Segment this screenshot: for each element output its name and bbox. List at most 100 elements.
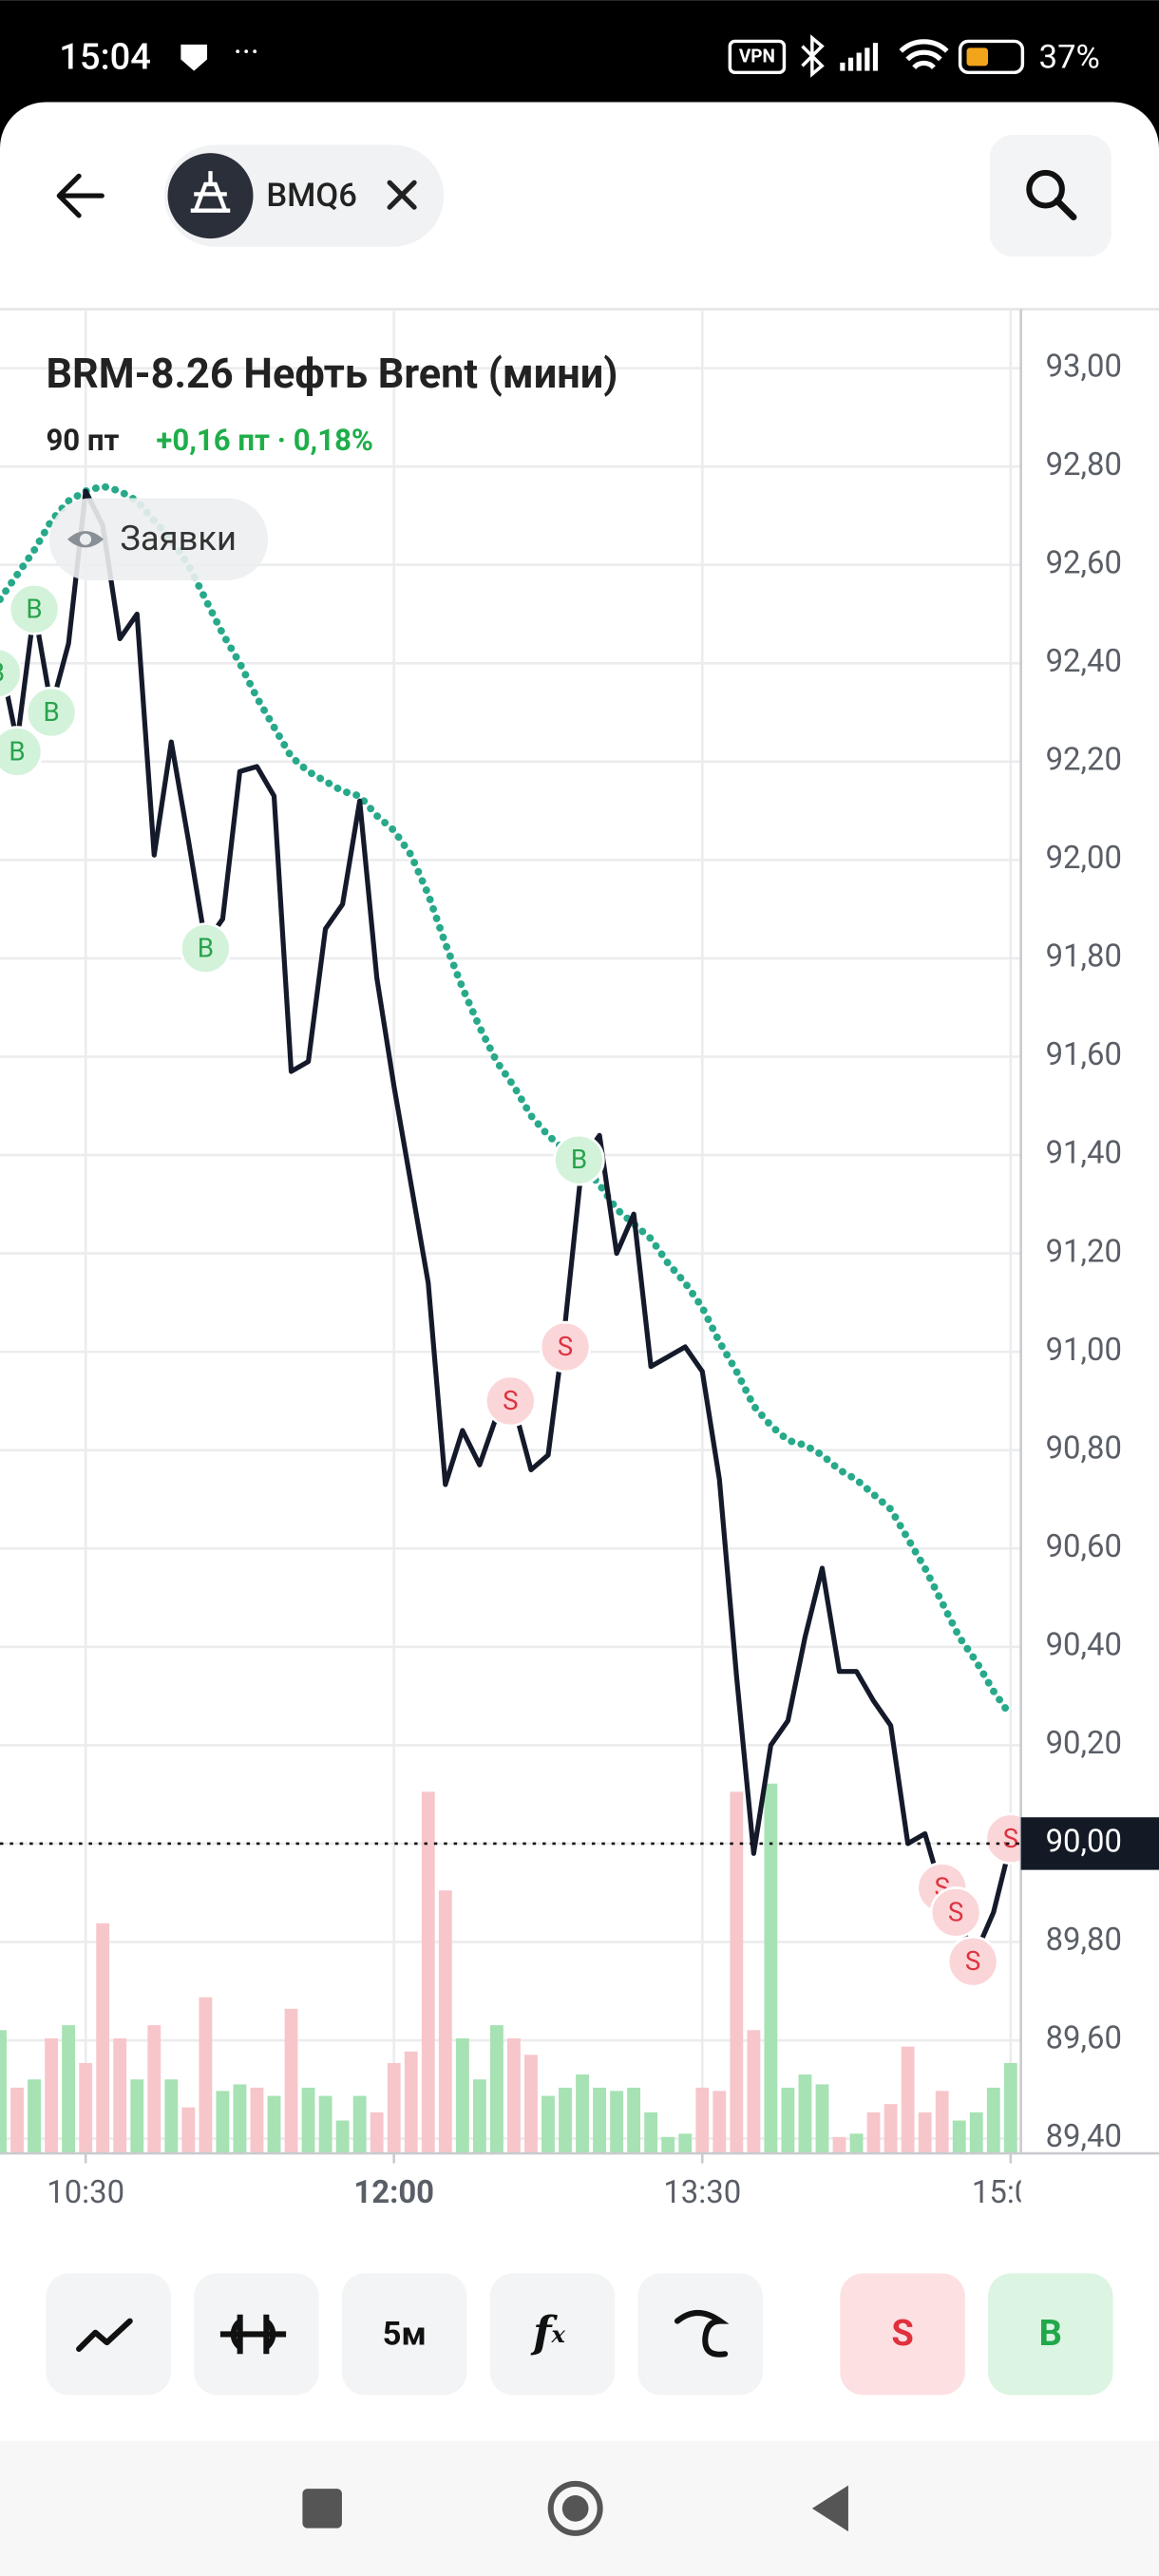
volume-bar bbox=[935, 2091, 949, 2154]
change: +0,16 пт · 0,18% bbox=[156, 423, 373, 458]
volume-bar bbox=[661, 2136, 675, 2154]
indicators-button[interactable] bbox=[489, 2273, 616, 2396]
x-tick-label: 15:00 bbox=[972, 2175, 1050, 2211]
volume-bar bbox=[96, 1923, 110, 2154]
shield-icon bbox=[180, 44, 208, 71]
volume-bar bbox=[507, 2037, 521, 2154]
line-icon bbox=[76, 2318, 133, 2353]
orders-chip[interactable] bbox=[48, 498, 269, 581]
volume-bar bbox=[335, 2120, 350, 2154]
back-button[interactable] bbox=[56, 173, 104, 218]
volume-bar bbox=[695, 2087, 710, 2154]
y-tick-label: 91,80 bbox=[1046, 939, 1122, 975]
volume-bar bbox=[952, 2120, 966, 2154]
volume-bar bbox=[986, 2087, 1000, 2154]
y-tick-label: 92,20 bbox=[1046, 743, 1122, 779]
signal-icon bbox=[840, 43, 879, 71]
volume-bar bbox=[884, 2104, 898, 2154]
trade-marker-label: B bbox=[198, 933, 214, 964]
ticker-name: BMQ6 bbox=[266, 177, 357, 215]
last-price-label: 90,00 bbox=[1046, 1825, 1122, 1861]
x-tick-label: 13:30 bbox=[663, 2175, 741, 2211]
trade-marker bbox=[539, 1320, 592, 1373]
trade-marker bbox=[0, 726, 44, 778]
volume-bar bbox=[130, 2079, 144, 2154]
trade-marker-label: B bbox=[43, 696, 59, 728]
draw-button[interactable] bbox=[637, 2273, 763, 2396]
volume-bar bbox=[593, 2087, 607, 2154]
trade-marker bbox=[180, 922, 232, 975]
volume-bar bbox=[113, 2037, 127, 2154]
trade-marker bbox=[946, 1935, 999, 1988]
chart: BBBBBBSSSSSS89,4089,6089,8090,0090,2090,… bbox=[0, 309, 1159, 2211]
volume-bar bbox=[576, 2074, 589, 2154]
y-tick-label: 91,20 bbox=[1046, 1234, 1122, 1270]
nav-home-dot bbox=[561, 2495, 589, 2522]
trade-marker-label: S bbox=[1003, 1823, 1018, 1854]
compare-icon bbox=[219, 2314, 287, 2355]
volume-bar bbox=[712, 2091, 727, 2154]
nav-home[interactable] bbox=[547, 2480, 603, 2536]
volume-bar bbox=[542, 2095, 555, 2154]
y-tick-label: 91,40 bbox=[1046, 1136, 1122, 1172]
volume-bar bbox=[216, 2091, 230, 2154]
volume-bar bbox=[199, 1997, 213, 2154]
buy-button[interactable] bbox=[988, 2273, 1113, 2396]
points: 90 пт bbox=[46, 423, 119, 458]
chart-title: BRM-8.26 Нефть Brent (мини) bbox=[46, 350, 618, 398]
close-ticker[interactable] bbox=[387, 180, 417, 210]
trade-marker-label: B bbox=[26, 593, 42, 624]
trade-marker-label: B bbox=[0, 657, 5, 689]
trade-marker-label: S bbox=[503, 1385, 518, 1416]
volume-bar bbox=[832, 2136, 846, 2154]
nav-back[interactable] bbox=[811, 2485, 848, 2532]
volume-bar bbox=[489, 2025, 504, 2154]
volume-bar bbox=[267, 2095, 281, 2154]
volume-bar bbox=[250, 2087, 264, 2154]
trade-marker-label: S bbox=[965, 1945, 980, 1977]
x-axis-labels: 10:30 12:00 13:30 15:00 bbox=[47, 2175, 1050, 2211]
y-tick-label: 93,00 bbox=[1046, 349, 1122, 385]
x-tick-label: 10:30 bbox=[47, 2175, 124, 2211]
trade-marker-label: B bbox=[571, 1144, 587, 1175]
last-price-box bbox=[1020, 1817, 1159, 1870]
battery-level bbox=[966, 47, 989, 66]
nav-recent[interactable] bbox=[302, 2489, 342, 2529]
volume-bar bbox=[781, 2087, 795, 2154]
y-tick-label: 89,80 bbox=[1046, 1923, 1122, 1959]
y-tick-label: 92,80 bbox=[1046, 447, 1122, 483]
volume-bar bbox=[901, 2046, 915, 2154]
volume-bar bbox=[815, 2084, 829, 2154]
volume-bar bbox=[421, 1791, 435, 2154]
volume-bar bbox=[1003, 2062, 1017, 2154]
volume-bar bbox=[969, 2112, 983, 2154]
volume-bar bbox=[747, 2030, 761, 2154]
volume-bar bbox=[524, 2055, 538, 2154]
volume-bar bbox=[181, 2107, 196, 2154]
orders-label: Заявки bbox=[120, 518, 237, 559]
y-tick-label: 91,60 bbox=[1046, 1037, 1122, 1073]
volume-bar bbox=[284, 2008, 298, 2154]
search-icon bbox=[1026, 169, 1065, 209]
line-type-button[interactable] bbox=[46, 2273, 171, 2396]
search-icon-handle bbox=[1054, 197, 1077, 221]
interval-label: 5м bbox=[383, 2315, 427, 2353]
volume-bar bbox=[798, 2074, 812, 2154]
eye-pupil bbox=[79, 533, 92, 545]
y-tick-label: 89,40 bbox=[1046, 2119, 1122, 2155]
volume-bar bbox=[610, 2091, 624, 2154]
interval-button[interactable] bbox=[341, 2273, 467, 2396]
volume-bar bbox=[370, 2112, 384, 2154]
trade-marker bbox=[0, 647, 23, 699]
sell-button[interactable] bbox=[840, 2273, 965, 2396]
search-button[interactable] bbox=[989, 135, 1112, 257]
bluetooth-icon bbox=[801, 34, 825, 78]
y-tick-label: 91,00 bbox=[1046, 1333, 1122, 1369]
volume-bar bbox=[10, 2087, 24, 2154]
volume-bar bbox=[404, 2051, 418, 2154]
y-tick-label: 90,60 bbox=[1046, 1529, 1122, 1565]
volume-bar bbox=[0, 2030, 7, 2154]
volume-bar bbox=[352, 2095, 367, 2154]
